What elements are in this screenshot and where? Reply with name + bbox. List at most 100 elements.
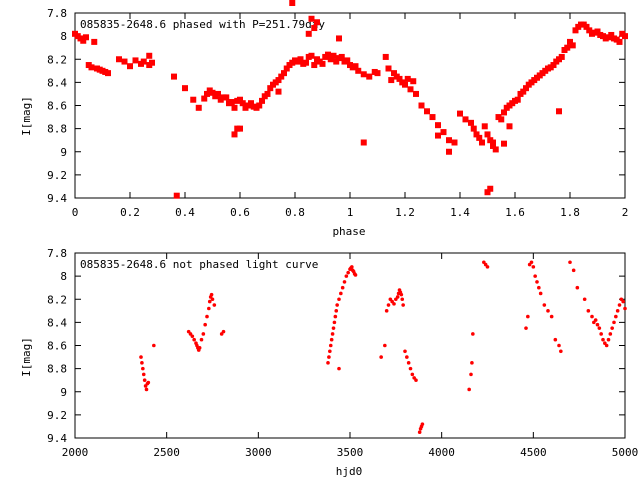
unphased-data-point [593, 318, 598, 322]
unphased-data-point [597, 326, 602, 330]
unphased-y-tick-label: 9 [60, 386, 67, 399]
unphased-x-tick-label: 2000 [62, 446, 89, 459]
phased-data-point [564, 44, 571, 51]
phased-data-point [424, 108, 430, 115]
phased-data-point [105, 70, 111, 77]
phased-data-point [146, 62, 153, 69]
unphased-data-point [379, 355, 383, 359]
phased-data-point [311, 62, 318, 69]
unphased-data-point [342, 280, 347, 284]
unphased-data-point [392, 302, 396, 306]
unphased-data-point [328, 349, 332, 354]
unphased-data-point [590, 314, 594, 319]
unphased-data-point [586, 309, 591, 313]
phased-data-point [468, 119, 474, 126]
phased-data-point [451, 139, 458, 146]
unphased-y-tick-label: 8.4 [47, 316, 67, 329]
unphased-data-point [344, 274, 349, 278]
phased-x-tick-label: 0.4 [175, 206, 195, 219]
phased-data-point [391, 70, 397, 77]
unphased-data-point [199, 337, 204, 342]
unphased-data-point [146, 380, 151, 385]
unphased-data-point [414, 378, 418, 382]
phased-data-point [308, 52, 315, 59]
phased-data-point [355, 67, 362, 74]
phased-data-point [583, 23, 590, 30]
phased-data-point [127, 63, 133, 70]
unphased-data-point [144, 387, 149, 392]
phased-data-point [586, 27, 593, 34]
phased-x-tick-label: 1.6 [505, 206, 525, 219]
unphased-x-tick-label: 4500 [520, 446, 547, 459]
unphased-data-point [535, 280, 539, 284]
unphased-data-point [331, 326, 336, 330]
phased-data-point [360, 71, 367, 78]
unphased-y-tick-label: 9.4 [47, 432, 67, 445]
phased-data-point [283, 65, 290, 72]
phased-data-point [492, 146, 499, 153]
phased-data-point [501, 140, 507, 147]
phased-data-point [223, 94, 230, 101]
unphased-data-point [207, 306, 211, 311]
unphased-data-point [190, 334, 195, 339]
unphased-data-point [595, 322, 600, 327]
phased-data-point [440, 129, 447, 136]
unphased-data-point [334, 309, 339, 313]
phased-data-point [501, 109, 507, 116]
unphased-data-point [142, 378, 147, 382]
phased-data-point [388, 77, 395, 84]
unphased-data-point [526, 314, 530, 319]
phased-x-tick-label: 0.2 [120, 206, 140, 219]
unphased-data-point [471, 332, 475, 336]
phased-data-point [418, 102, 425, 109]
unphased-data-point [623, 306, 627, 311]
unphased-data-point [201, 332, 206, 336]
unphased-data-point [542, 303, 547, 307]
unphased-plot-title: 085835-2648.6 not phased light curve [80, 258, 318, 271]
unphased-data-point [203, 322, 207, 327]
phased-data-point [435, 122, 441, 129]
phased-data-point [498, 116, 505, 123]
phased-x-tick-label: 1 [347, 206, 354, 219]
unphased-x-axis-label: hjd0 [336, 465, 363, 478]
phased-data-point [473, 131, 480, 138]
phased-data-point [407, 86, 414, 93]
unphased-data-point [383, 343, 387, 348]
phased-data-point [116, 56, 122, 63]
unphased-data-point [386, 303, 391, 307]
phased-data-point [267, 85, 274, 92]
phased-data-point [83, 34, 89, 41]
phased-y-tick-label: 9.4 [47, 192, 67, 205]
unphased-data-point [610, 326, 614, 330]
phased-data-point [490, 142, 496, 149]
phased-data-point [366, 73, 373, 80]
unphased-data-point [140, 361, 144, 365]
unphased-data-point [537, 285, 541, 290]
phased-data-point [608, 31, 615, 38]
phased-data-point [352, 63, 359, 70]
unphased-data-point [401, 303, 405, 307]
unphased-y-tick-label: 9.2 [47, 409, 67, 422]
unphased-y-tick-label: 8.2 [47, 293, 67, 306]
phased-data-point [396, 75, 403, 82]
unphased-data-point [608, 332, 613, 336]
unphased-data-point [350, 265, 354, 269]
unphased-plot-frame [74, 252, 626, 439]
unphased-data-point [330, 332, 335, 336]
phased-data-point [256, 102, 263, 109]
unphased-data-point [327, 355, 331, 359]
phased-data-point [294, 58, 301, 65]
phased-data-point [404, 75, 411, 82]
phased-plot-title: 085835-2648.6 phased with P=251.79day [80, 18, 325, 31]
unphased-data-point [337, 366, 341, 371]
unphased-data-point [192, 337, 196, 342]
unphased-data-point [617, 303, 622, 307]
phased-data-point [556, 108, 562, 115]
phased-y-tick-label: 9.2 [47, 169, 67, 182]
phased-data-point [479, 139, 485, 146]
unphased-data-point [614, 314, 618, 319]
phased-data-point [457, 110, 463, 117]
unphased-x-tick-label: 5000 [612, 446, 639, 459]
unphased-data-point [529, 260, 534, 265]
unphased-x-tick-label: 2500 [153, 446, 180, 459]
